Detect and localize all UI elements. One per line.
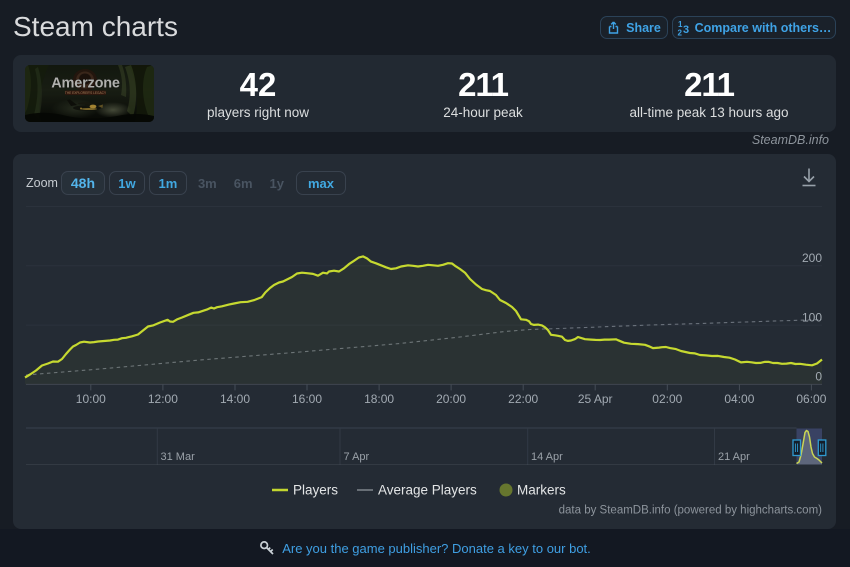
svg-text:1: 1 [678, 20, 683, 29]
svg-text:20:00: 20:00 [436, 392, 466, 406]
svg-text:14 Apr: 14 Apr [531, 451, 563, 463]
svg-text:Amerzone: Amerzone [51, 76, 120, 92]
svg-text:18:00: 18:00 [364, 392, 394, 406]
svg-text:0: 0 [815, 370, 822, 384]
svg-text:12:00: 12:00 [148, 392, 178, 406]
svg-text:Markers: Markers [517, 483, 566, 498]
svg-text:data by SteamDB.info (powered: data by SteamDB.info (powered by highcha… [559, 505, 823, 517]
svg-text:16:00: 16:00 [292, 392, 322, 406]
svg-text:100: 100 [802, 311, 822, 325]
svg-text:06:00: 06:00 [796, 392, 826, 406]
svg-text:25 Apr: 25 Apr [578, 392, 613, 406]
svg-text:22:00: 22:00 [508, 392, 538, 406]
svg-text:7 Apr: 7 Apr [344, 451, 370, 463]
svg-text:21 Apr: 21 Apr [718, 451, 750, 463]
svg-text:3: 3 [683, 24, 689, 36]
svg-text:31 Mar: 31 Mar [161, 451, 196, 463]
svg-text:04:00: 04:00 [724, 392, 754, 406]
svg-text:Average Players: Average Players [378, 483, 477, 498]
svg-text:THE EXPLORER'S LEGACY: THE EXPLORER'S LEGACY [65, 91, 107, 95]
svg-text:2: 2 [677, 28, 682, 36]
svg-text:14:00: 14:00 [220, 392, 250, 406]
svg-text:10:00: 10:00 [76, 392, 106, 406]
svg-text:02:00: 02:00 [652, 392, 682, 406]
svg-text:Players: Players [293, 483, 338, 498]
svg-text:200: 200 [802, 251, 822, 265]
